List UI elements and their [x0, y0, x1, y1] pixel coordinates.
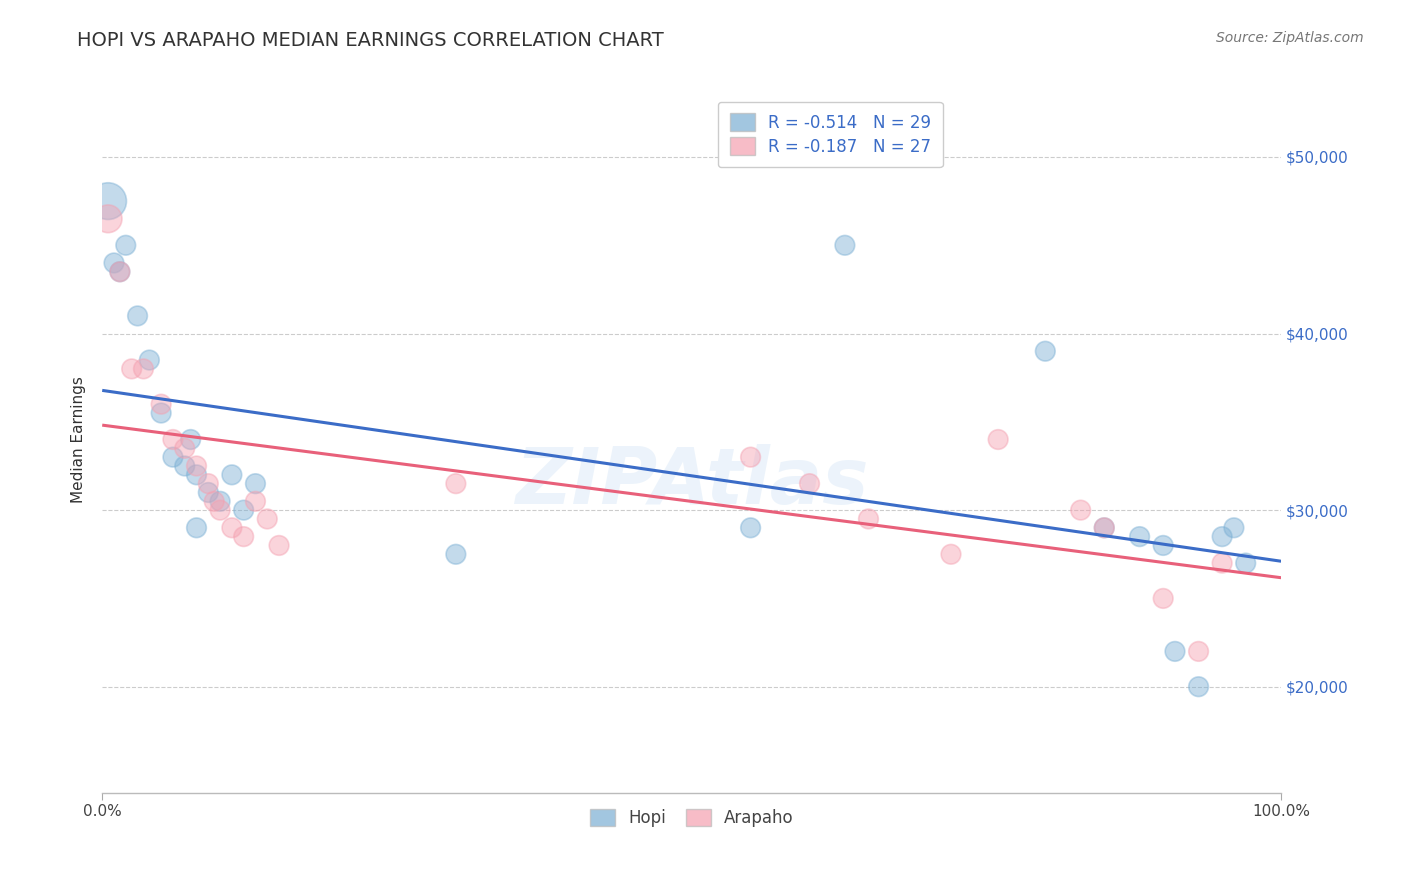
Point: [162, 433, 184, 447]
Point: [114, 238, 136, 252]
Point: [150, 397, 173, 411]
Point: [256, 512, 278, 526]
Point: [1234, 556, 1257, 570]
Point: [245, 476, 267, 491]
Point: [1152, 538, 1174, 552]
Point: [221, 467, 243, 482]
Point: [1223, 521, 1246, 535]
Point: [221, 521, 243, 535]
Point: [1033, 344, 1056, 359]
Point: [186, 521, 208, 535]
Point: [138, 353, 160, 368]
Point: [834, 238, 856, 252]
Point: [132, 362, 155, 376]
Point: [150, 406, 173, 420]
Text: ZIPAtlas: ZIPAtlas: [515, 444, 869, 520]
Point: [740, 450, 762, 465]
Point: [186, 467, 208, 482]
Point: [108, 265, 131, 279]
Point: [209, 503, 232, 517]
Point: [197, 476, 219, 491]
Point: [1092, 521, 1115, 535]
Point: [186, 458, 208, 473]
Point: [232, 530, 254, 544]
Point: [1187, 644, 1209, 658]
Point: [180, 433, 202, 447]
Point: [173, 458, 195, 473]
Point: [103, 256, 125, 270]
Y-axis label: Median Earnings: Median Earnings: [72, 376, 86, 503]
Point: [97, 211, 120, 226]
Point: [799, 476, 821, 491]
Point: [740, 521, 762, 535]
Point: [1152, 591, 1174, 606]
Point: [209, 494, 232, 508]
Point: [1129, 530, 1152, 544]
Point: [245, 494, 267, 508]
Point: [173, 442, 195, 456]
Point: [1211, 530, 1233, 544]
Point: [939, 547, 962, 561]
Point: [444, 547, 467, 561]
Point: [162, 450, 184, 465]
Point: [1187, 680, 1209, 694]
Text: HOPI VS ARAPAHO MEDIAN EARNINGS CORRELATION CHART: HOPI VS ARAPAHO MEDIAN EARNINGS CORRELAT…: [77, 31, 664, 50]
Point: [267, 538, 290, 552]
Point: [444, 476, 467, 491]
Point: [858, 512, 880, 526]
Point: [197, 485, 219, 500]
Point: [987, 433, 1010, 447]
Point: [202, 494, 225, 508]
Point: [1164, 644, 1187, 658]
Point: [121, 362, 143, 376]
Point: [1070, 503, 1092, 517]
Point: [127, 309, 149, 323]
Point: [97, 194, 120, 208]
Point: [1211, 556, 1233, 570]
Text: Source: ZipAtlas.com: Source: ZipAtlas.com: [1216, 31, 1364, 45]
Point: [108, 265, 131, 279]
Point: [1092, 521, 1115, 535]
Point: [232, 503, 254, 517]
Legend: Hopi, Arapaho: Hopi, Arapaho: [583, 802, 800, 834]
